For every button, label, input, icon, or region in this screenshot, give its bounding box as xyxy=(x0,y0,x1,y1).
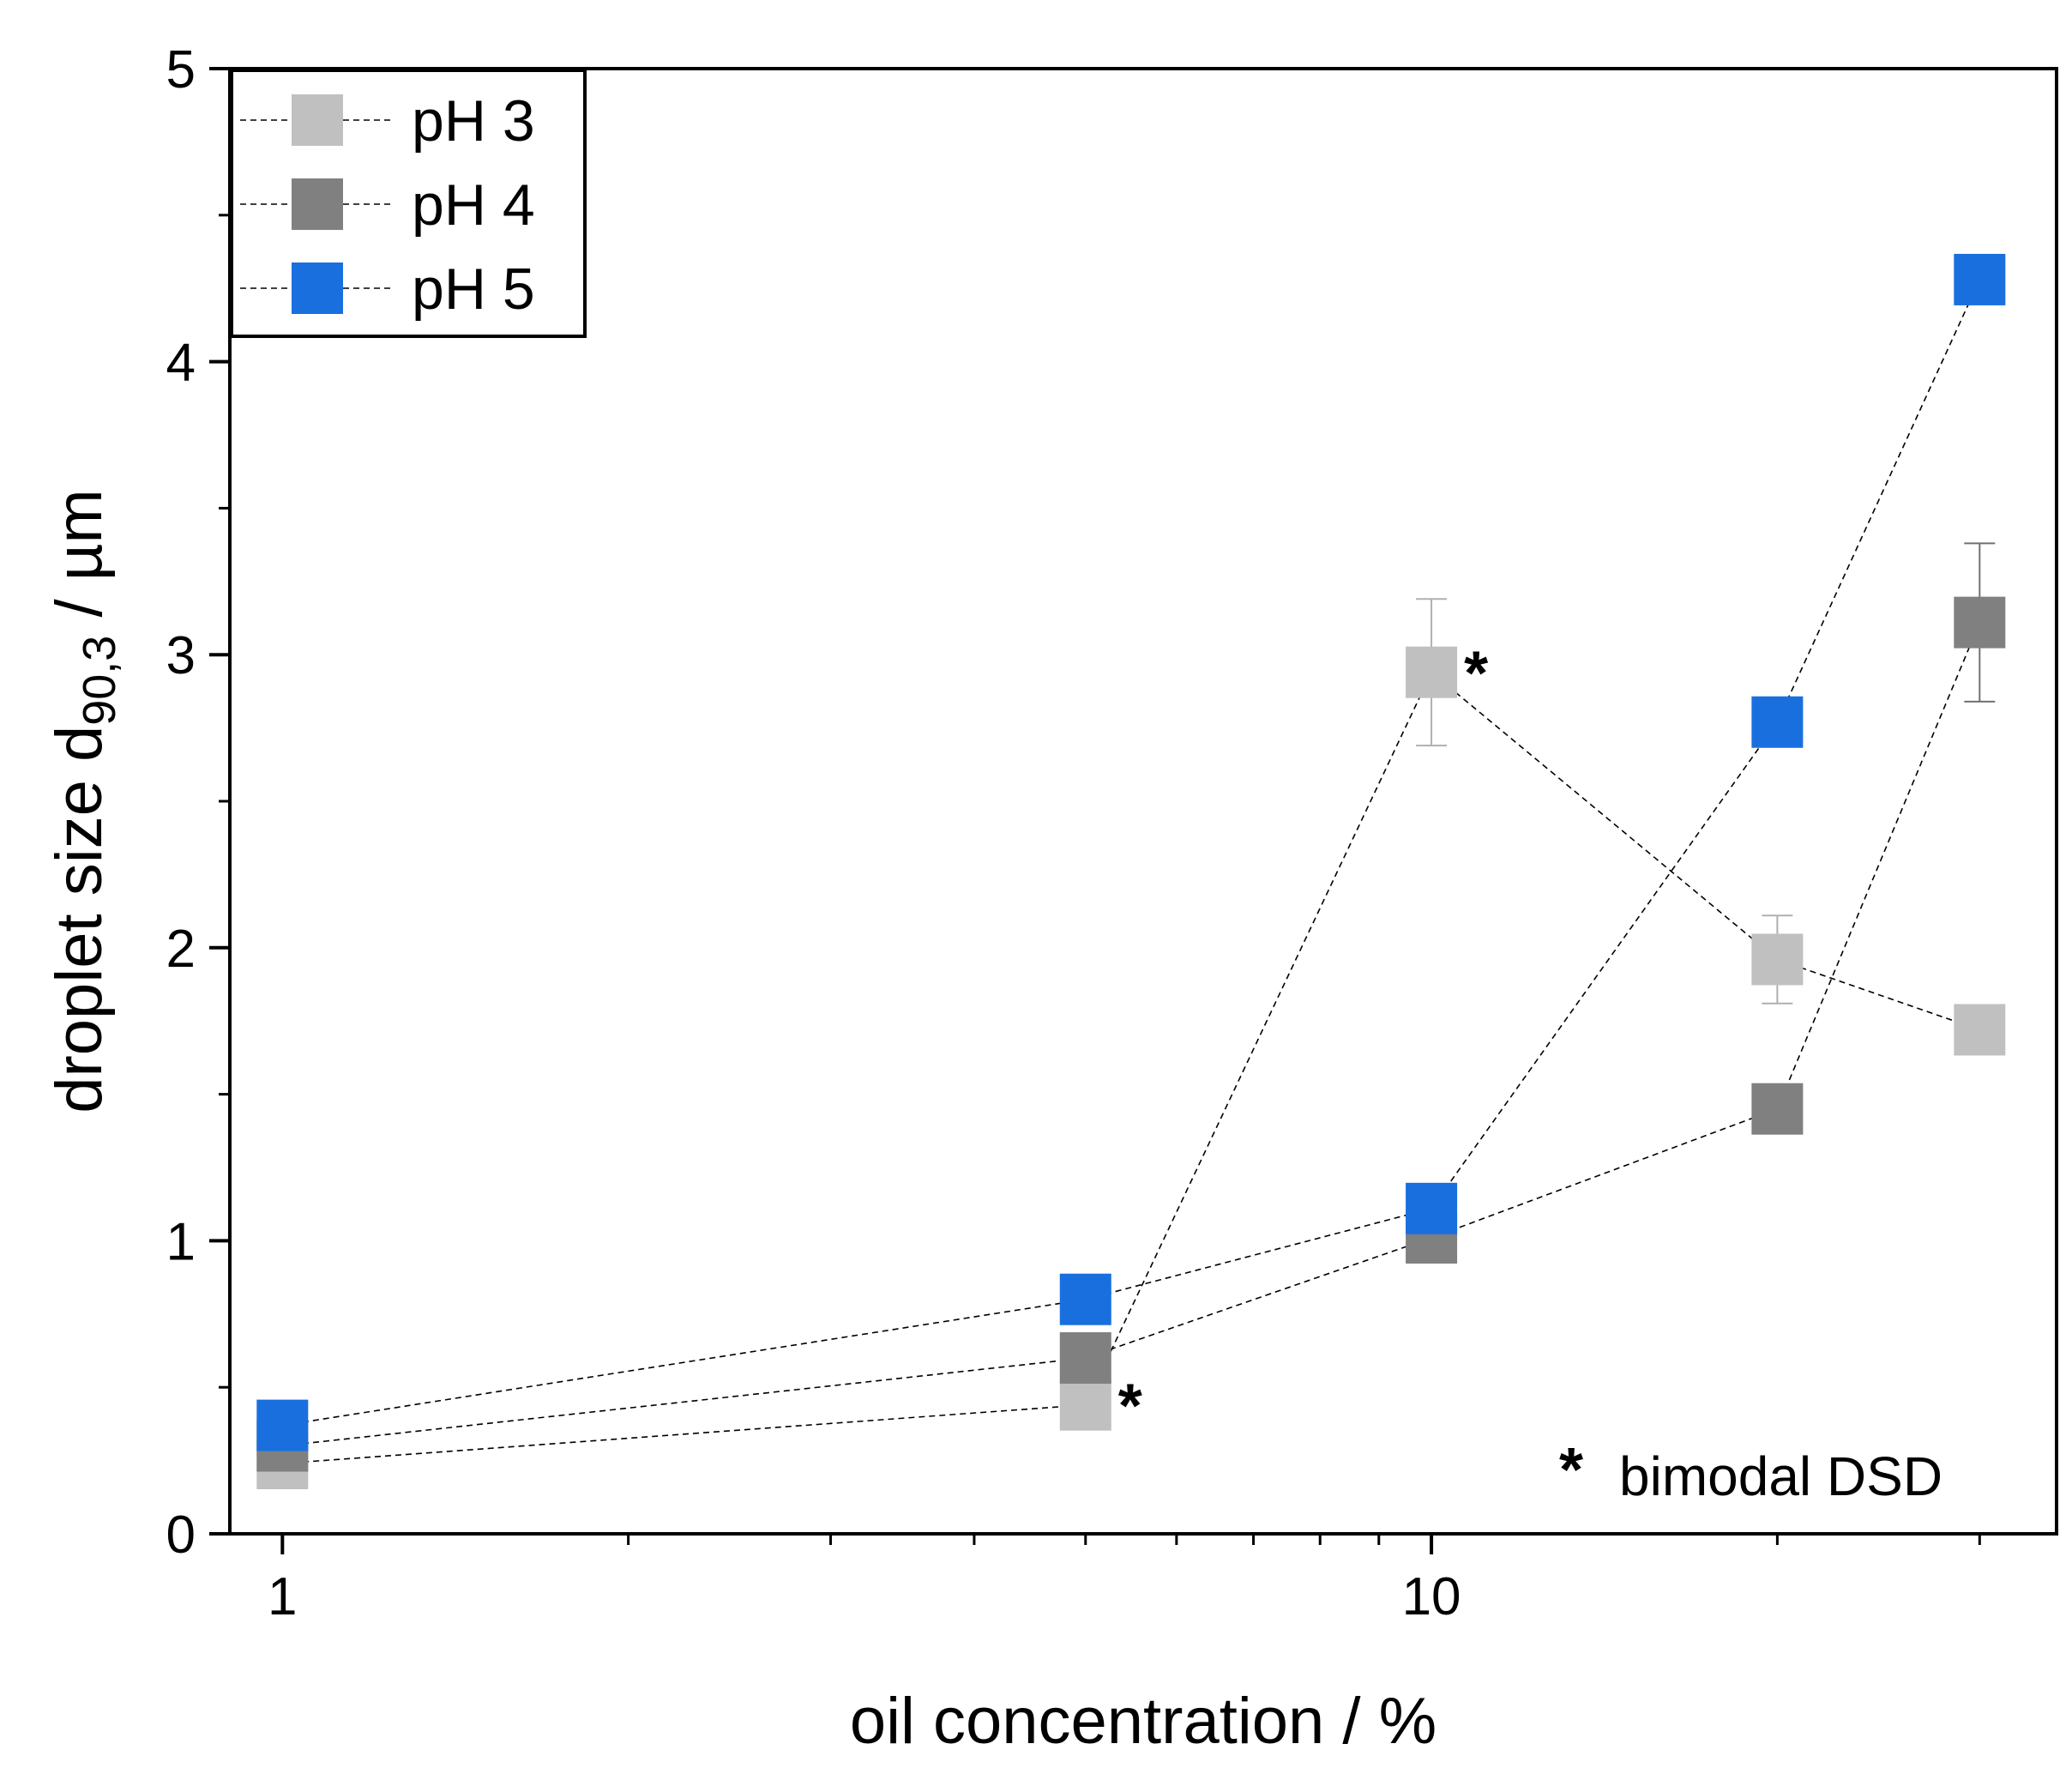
x-tick-label-1: 1 xyxy=(268,1567,297,1626)
legend-item-ph-3: pH 3 xyxy=(240,88,535,154)
legend-swatch-ph-5 xyxy=(292,262,343,314)
point-ph-3-x5 xyxy=(1059,1379,1111,1431)
point-ph-4-x5 xyxy=(1059,1332,1111,1385)
data-points xyxy=(256,253,2006,1490)
series-line-ph-4 xyxy=(282,622,1981,1447)
x-axis-title: oil concentration / % xyxy=(850,1685,1437,1758)
annotation-text: bimodal DSD xyxy=(1619,1445,1942,1507)
point-ph-5-x5 xyxy=(1059,1273,1111,1325)
point-ph-5-x20 xyxy=(1751,696,1804,748)
legend-label-ph-4: pH 4 xyxy=(412,172,535,238)
point-ph-3-x10 xyxy=(1406,646,1458,698)
bimodal-star-ph-3-x5: * xyxy=(1118,1373,1142,1441)
y-tick-label-4: 4 xyxy=(166,334,196,393)
y-axis-title-main: droplet size d xyxy=(43,726,116,1113)
point-ph-5-x10 xyxy=(1406,1182,1458,1234)
legend: pH 3 pH 4 pH 5 xyxy=(230,69,587,338)
x-tick-label-10: 10 xyxy=(1402,1567,1461,1626)
y-axis-title-unit: / µm xyxy=(43,489,116,635)
annotation-bimodal: * bimodal DSD xyxy=(1559,1436,1942,1507)
legend-item-ph-5: pH 5 xyxy=(240,256,535,322)
y-axis-title-subscript: 90,3 xyxy=(74,636,125,726)
annotation-symbol: * xyxy=(1559,1436,1583,1505)
y-tick-label-0: 0 xyxy=(166,1505,196,1565)
series-line-ph-3 xyxy=(282,671,1980,1464)
series-lines xyxy=(282,279,1981,1464)
plot-frame xyxy=(228,67,2058,1536)
y-tick-label-1: 1 xyxy=(166,1212,196,1271)
y-axis-title: droplet size d90,3 / µm xyxy=(43,489,125,1113)
bimodal-markers: ** xyxy=(1118,640,1488,1441)
y-tick-label-3: 3 xyxy=(166,626,196,685)
point-ph-5-x1 xyxy=(256,1399,309,1451)
point-ph-4-x20 xyxy=(1751,1083,1804,1135)
legend-label-ph-5: pH 5 xyxy=(412,256,535,322)
legend-item-ph-4: pH 4 xyxy=(240,172,535,238)
bimodal-star-ph-3-x10: * xyxy=(1464,640,1488,709)
point-ph-5-x30 xyxy=(1954,253,2006,305)
point-ph-3-x30 xyxy=(1954,1004,2006,1056)
legend-swatch-ph-3 xyxy=(292,94,343,146)
y-tick-label-5: 5 xyxy=(166,40,196,100)
axes-layer: 1 10 0 1 2 3 4 5 xyxy=(166,40,1981,1626)
y-tick-label-2: 2 xyxy=(166,920,196,979)
point-ph-3-x20 xyxy=(1751,933,1804,986)
legend-label-ph-3: pH 3 xyxy=(412,88,535,154)
legend-swatch-ph-4 xyxy=(292,178,343,230)
point-ph-4-x30 xyxy=(1954,596,2006,649)
series-line-ph-5 xyxy=(282,279,1981,1427)
error-bars xyxy=(1416,542,1996,1005)
